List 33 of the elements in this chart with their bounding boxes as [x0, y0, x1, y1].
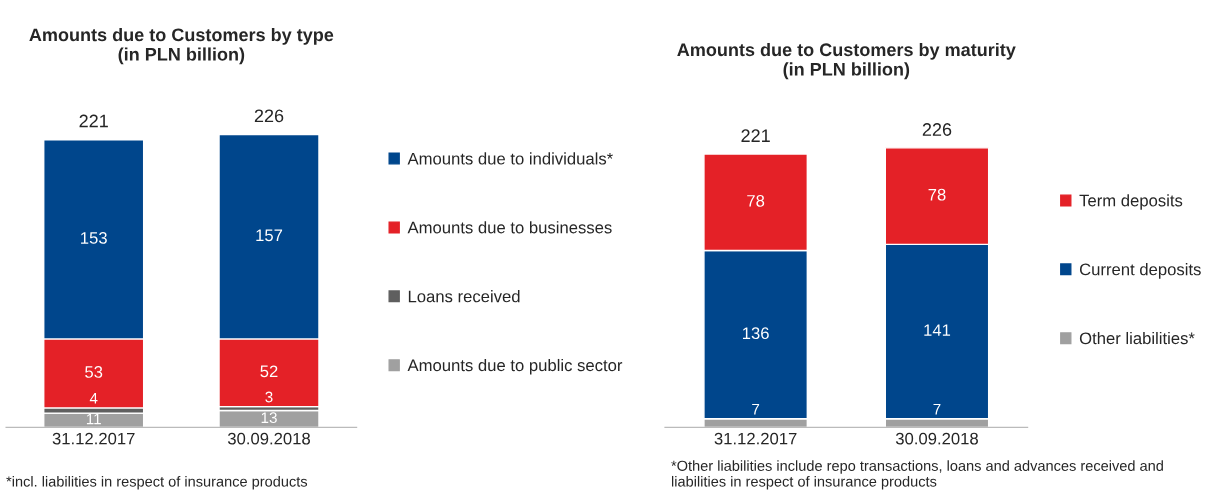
data-label: 4	[89, 393, 98, 404]
legend-label: Loans received	[408, 290, 520, 303]
x-tick-label: 30.09.2018	[895, 432, 978, 445]
data-label: 11	[86, 413, 101, 425]
x-tick-label: 31.12.2017	[52, 432, 135, 445]
legend-label: Other liabilities*	[1079, 331, 1195, 345]
data-label: 53	[85, 366, 103, 378]
data-label: 136	[742, 327, 769, 340]
total-label: 221	[79, 114, 108, 128]
text: *Other liabilities include repo transactions, loans and advances received and liabilities in respect of insurance products	[671, 460, 1163, 490]
total-label: 226	[254, 109, 284, 123]
data-label: 157	[256, 229, 283, 242]
x-tick-label: 30.09.2018	[227, 432, 310, 445]
data-label: 78	[747, 194, 765, 207]
legend-label: Current deposits	[1079, 263, 1201, 279]
data-label: 78	[928, 188, 946, 201]
x-tick-label: 31.12.2017	[714, 432, 797, 445]
data-label: 13	[261, 412, 277, 424]
text: *incl. liabilities in respect of insurance products	[6, 475, 308, 490]
total-label: 226	[922, 123, 952, 136]
data-label: 52	[260, 365, 278, 378]
data-label: 7	[752, 403, 760, 415]
data-label: 7	[933, 403, 941, 415]
legend-label: Amounts due to public sector	[407, 358, 623, 375]
legend-label: Amounts due to businesses	[407, 221, 612, 234]
chart-title: Amounts due to Customers by type (in PLN billion)	[29, 27, 334, 65]
data-label: 3	[265, 391, 273, 403]
total-label: 221	[741, 129, 770, 142]
data-label: 141	[924, 324, 951, 336]
data-label: 153	[81, 232, 107, 244]
legend-label: Term deposits	[1079, 194, 1183, 210]
chart-title: Amounts due to Customers by maturity (in PLN billion)	[677, 42, 1016, 80]
legend-label: Amounts due to individuals*	[407, 152, 613, 165]
